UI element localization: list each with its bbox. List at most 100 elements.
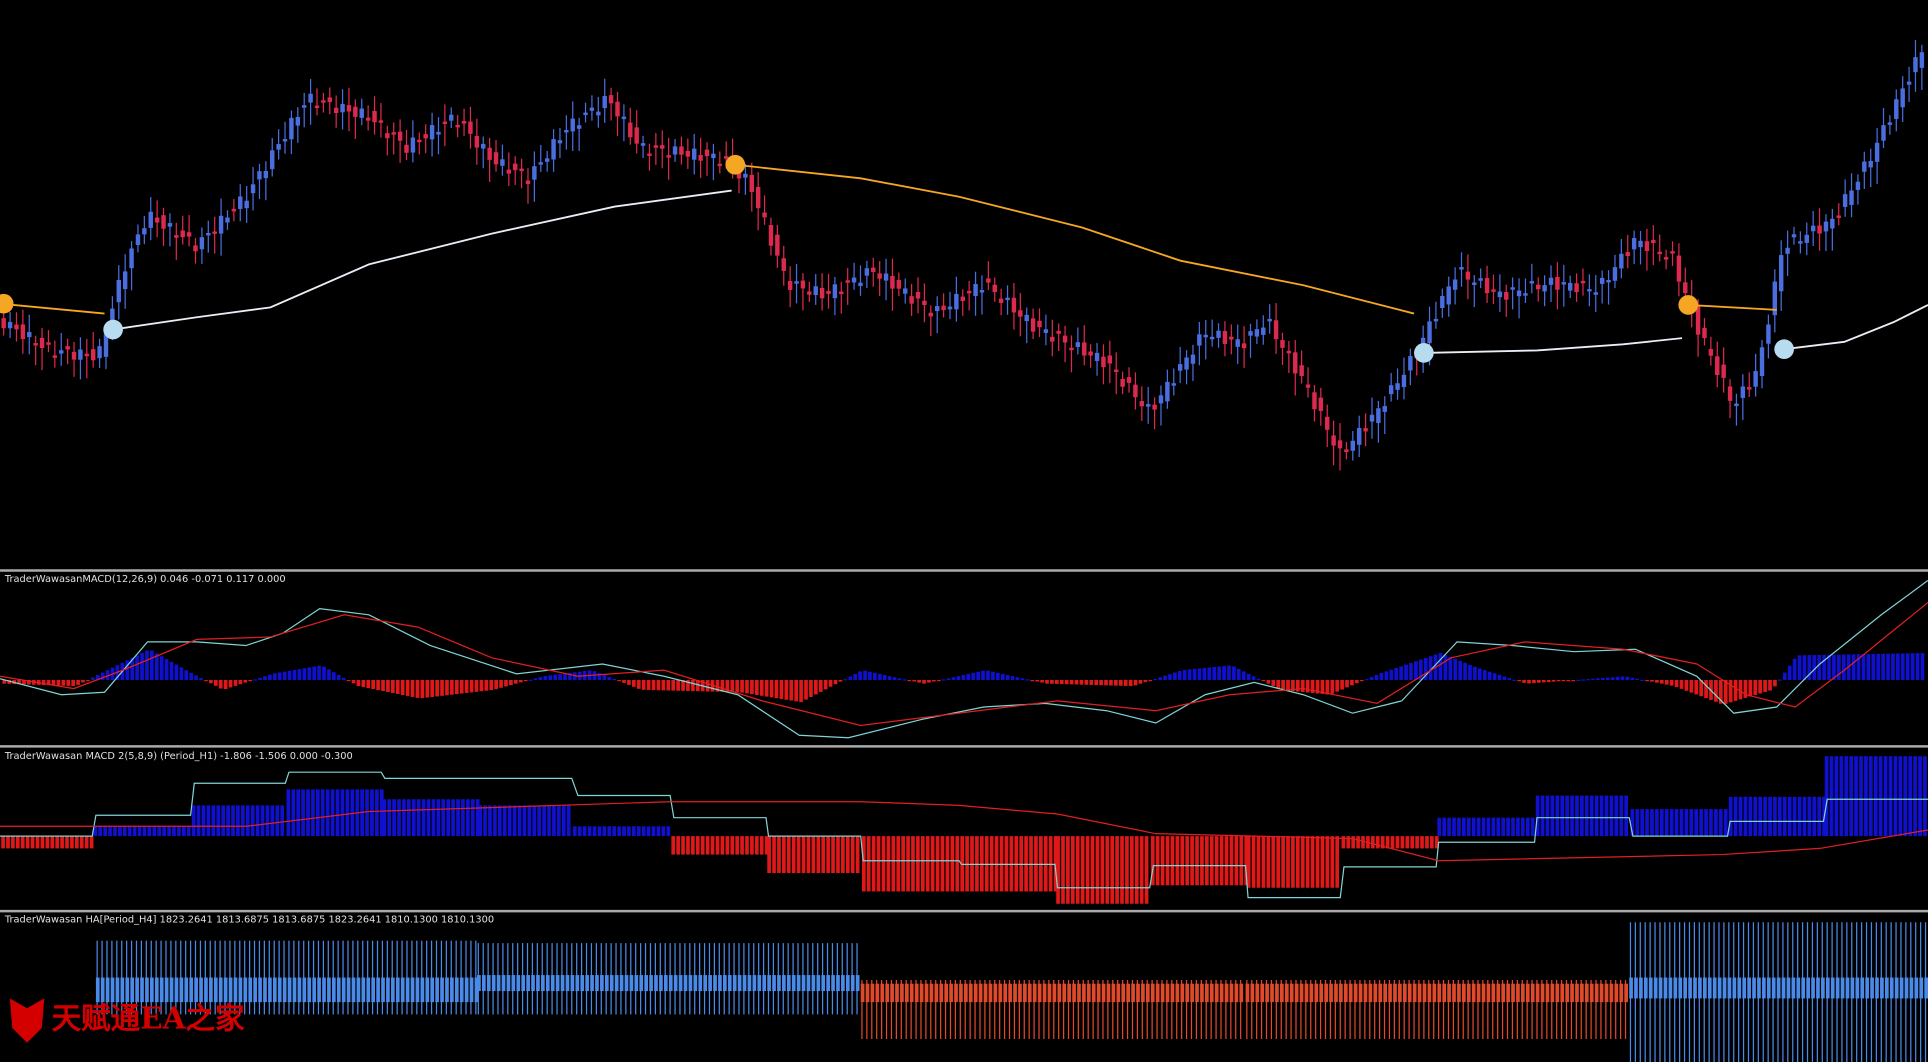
ha-body [1442,983,1447,1003]
hist-bar [912,679,917,682]
candle [1676,255,1682,282]
ha-body [1294,983,1299,1003]
candle [1830,218,1835,229]
candle [512,163,518,171]
candle [1504,292,1509,300]
hist-bar [1165,836,1170,886]
candle [615,101,620,117]
ha-body [1580,983,1584,1003]
ha-body [1850,977,1855,999]
hist-bar [1792,658,1797,680]
ha-body [762,975,767,992]
hist-bar [93,826,98,837]
ha-body [1077,983,1081,1003]
candle [1855,181,1861,190]
hist-bar [1824,756,1829,837]
ha-body [526,975,530,992]
ha-body [919,983,924,1003]
hist-bar [1246,836,1251,888]
candle [122,271,128,290]
candle [1197,334,1202,346]
hist-bar [850,836,855,874]
hist-bar [1689,809,1694,837]
ha-body [1771,977,1776,999]
hist-bar [174,664,179,680]
ha-body [268,977,272,1003]
hist-bar [469,679,474,693]
hist-bar [1527,679,1531,684]
hist-bar [887,676,892,680]
candle [308,93,313,103]
candle [1005,297,1010,301]
hist-bar [1748,796,1753,837]
ha-body [405,977,410,1003]
candle [1638,240,1643,248]
candle [1331,435,1336,446]
hist-bar [1856,654,1861,680]
candle [1305,384,1311,388]
hist-bar [1143,679,1148,683]
ha-body [110,977,115,1003]
hist-bar [676,679,680,691]
ha-body [924,983,929,1003]
hist-bar [1192,668,1197,680]
hist-bar [636,826,641,837]
candle [1018,310,1023,317]
ha-body [327,977,331,1003]
hist-bar [1286,679,1290,691]
ha-body [1106,983,1111,1003]
hist-bar [122,826,127,837]
hist-bar [1625,676,1630,680]
candle [666,155,671,158]
candle [321,100,326,103]
hist-bar [311,789,315,837]
hist-bar [1910,653,1915,680]
ha-body [145,977,149,1003]
hist-bar [932,679,936,682]
hist-bar [930,836,935,892]
ha-body [1437,983,1442,1003]
candle [1139,401,1145,407]
hist-bar [1487,671,1492,680]
candle [1222,331,1228,344]
ha-body [1643,977,1648,999]
candle [1363,428,1368,432]
ha-body [895,983,899,1003]
hist-bar [720,679,725,692]
candle [551,139,556,160]
hist-bar [1207,667,1212,680]
candle [1862,161,1867,172]
hist-bar [258,677,262,680]
hist-bar [446,799,451,837]
ha-body [885,983,890,1003]
candle [1766,324,1771,344]
candle [167,223,173,227]
ha-body [100,977,105,1003]
hist-bar [1185,836,1190,886]
hist-bar [1704,809,1708,837]
hist-bar [940,836,945,892]
ha-body [277,977,282,1003]
ha-body [1023,983,1027,1003]
hist-bar [466,799,470,837]
hist-bar [1581,679,1585,681]
candle [596,111,601,116]
candle [346,105,352,112]
hist-bar [769,679,774,698]
ha-body [501,975,506,992]
candle [775,234,780,256]
hist-bar [1560,795,1565,837]
ha-body [486,975,491,992]
hist-bar [1415,836,1419,849]
ha-body [1008,983,1012,1003]
candle [1299,365,1304,377]
hist-bar [1640,809,1644,837]
hist-bar [1753,679,1758,695]
ha-body [1909,977,1914,999]
hist-bar [241,805,245,837]
ha-body [287,977,292,1003]
hist-bar [759,836,764,855]
hist-bar [84,836,89,849]
hist-bar [1615,676,1620,680]
ha-body [1865,977,1869,999]
